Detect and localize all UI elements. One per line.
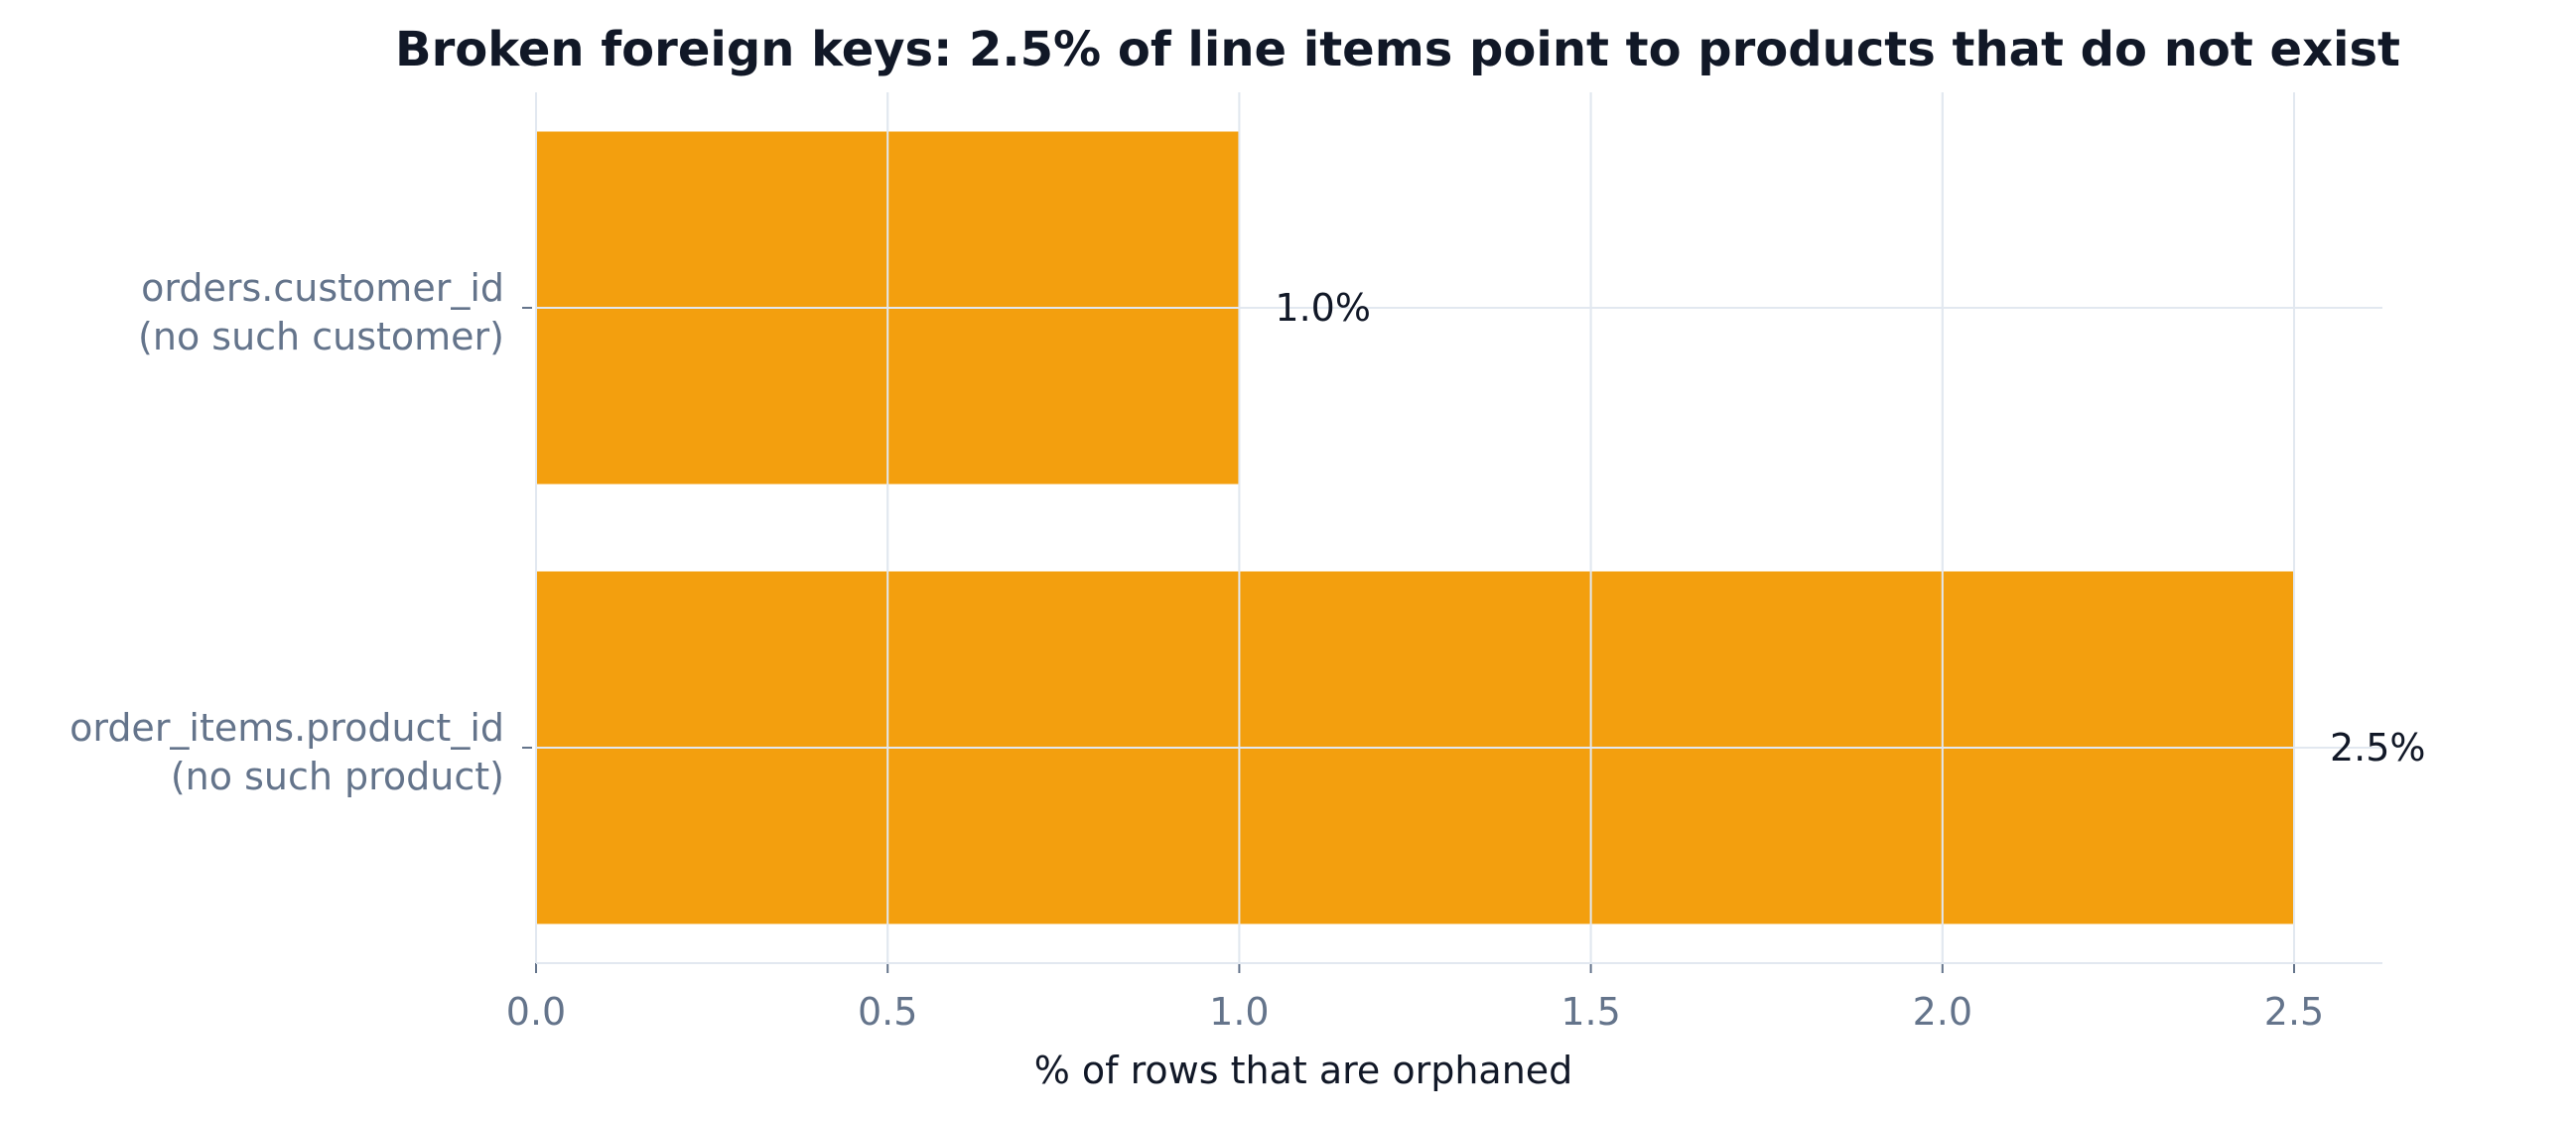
x-tick-labels: 0.0 0.5 1.0 1.5 2.0 2.5 bbox=[506, 990, 2324, 1034]
x-tick-label: 2.0 bbox=[1913, 990, 1972, 1034]
bars-layer bbox=[536, 131, 2294, 924]
x-tick-label: 0.0 bbox=[506, 990, 566, 1034]
value-label: 1.0% bbox=[1275, 286, 1371, 330]
value-labels: 1.0% 2.5% bbox=[1275, 286, 2425, 770]
y-tick-labels: orders.customer_id (no such customer)orde… bbox=[69, 266, 504, 798]
x-axis-label: % of rows that are orphaned bbox=[1034, 1049, 1573, 1092]
y-tick-label-line: (no such customer) bbox=[138, 315, 504, 358]
x-tick-label: 1.5 bbox=[1560, 990, 1620, 1034]
y-tick-label-line: (no such product) bbox=[171, 755, 504, 798]
y-tick-label-line: orders.customer_id bbox=[141, 266, 504, 310]
y-tick-label: orders.customer_id (no such customer) bbox=[138, 266, 504, 358]
x-tick-label: 0.5 bbox=[858, 990, 917, 1034]
chart-title: Broken foreign keys: 2.5% of line items … bbox=[395, 22, 2400, 77]
axes-layer bbox=[522, 92, 2382, 973]
y-tick-label: order_items.product_id (no such product) bbox=[69, 706, 504, 798]
y-tick-label-line: order_items.product_id bbox=[69, 706, 504, 750]
x-tick-label: 2.5 bbox=[2264, 990, 2324, 1034]
x-tick-label: 1.0 bbox=[1209, 990, 1269, 1034]
value-label: 2.5% bbox=[2330, 726, 2426, 770]
